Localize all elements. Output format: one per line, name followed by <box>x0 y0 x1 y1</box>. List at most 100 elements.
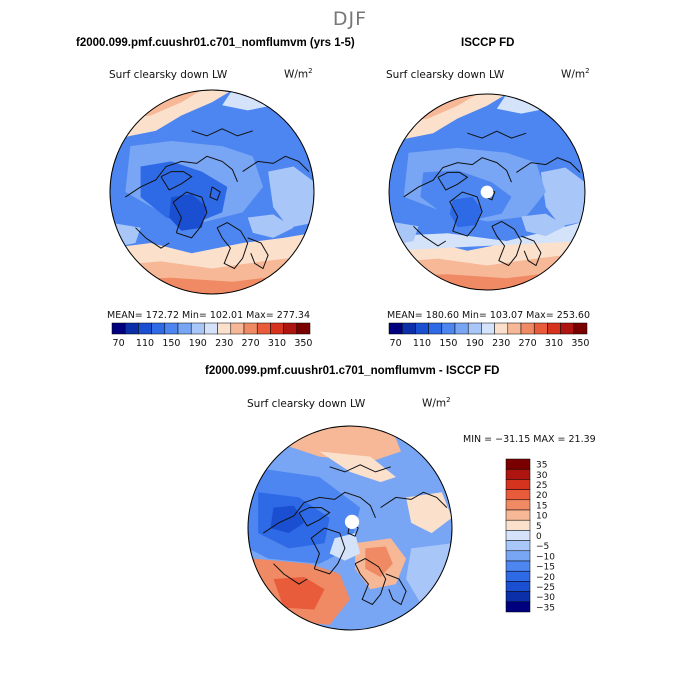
panel2-title: ISCCP FD <box>461 37 515 49</box>
panel2-colorbar-tick-0: 70 <box>390 338 402 349</box>
panel2-map-contour-8 <box>540 167 585 227</box>
panel1-colorbar-swatch-5 <box>177 322 192 335</box>
panel1-stats: MEAN= 172.72 Min= 102.01 Max= 277.34 <box>107 310 311 321</box>
panel1-colorbar-swatch-10 <box>243 322 258 335</box>
panel1-colorbar-tick-2: 150 <box>162 338 180 349</box>
panel2-colorbar-tick-4: 230 <box>492 338 510 349</box>
panel2-map-coast-4 <box>521 235 542 267</box>
panel2-colorbar-swatch-4 <box>441 322 456 335</box>
panel1-colorbar-swatch-8 <box>217 322 232 335</box>
panel1-colorbar-tick-1: 110 <box>136 338 154 349</box>
panel2-colorbar-tick-1: 110 <box>413 338 431 349</box>
panel2-map-field <box>389 94 585 290</box>
diff-colorbar-swatch-6 <box>505 519 531 531</box>
panel2-map-coast-0 <box>403 157 512 198</box>
diff-map-missing-data <box>344 514 360 530</box>
panel1-colorbar-swatch-14 <box>296 322 311 335</box>
diff-minmax: MIN = −31.15 MAX = 21.39 <box>463 434 596 445</box>
diff-colorbar-swatch-4 <box>505 499 531 511</box>
diff-map-contour-3 <box>288 426 401 462</box>
diff-colorbar-swatch-1 <box>505 468 531 480</box>
panel1-colorbar: 70 110 150 190 230 270 310 350 <box>111 322 312 349</box>
diff-colorbar-swatch-0 <box>505 458 531 470</box>
diff-field-label: Surf clearsky down LW <box>247 398 366 410</box>
panel2-map-coastlines <box>403 130 581 267</box>
panel2-map-coast-2 <box>437 171 469 191</box>
diff-colorbar-swatch-9 <box>505 550 531 562</box>
panel1-map-contour-10 <box>169 194 207 231</box>
panel1-colorbar-swatch-7 <box>204 322 218 335</box>
panel1-map-coast-7 <box>135 227 170 249</box>
panel1-map-coast-8 <box>209 186 221 201</box>
panel1-colorbar-swatch-2 <box>138 322 152 335</box>
panel2-colorbar-tick-2: 150 <box>439 338 457 349</box>
diff-colorbar-swatch-8 <box>505 540 531 552</box>
panel2-map-contour-11 <box>449 196 483 228</box>
panel2-units: W/m2 <box>561 67 590 81</box>
panel2-map-missing-data <box>480 185 494 199</box>
panel2-field-label: Surf clearsky down LW <box>386 69 505 81</box>
diff-map-contour-8 <box>365 546 393 577</box>
diff-colorbar-label-14: −35 <box>536 603 555 613</box>
panel2-colorbar-swatch-3 <box>428 322 443 335</box>
panel2-map-outline <box>388 93 586 291</box>
panel2-colorbar-swatch-11 <box>533 322 548 335</box>
panel1-colorbar-swatch-13 <box>283 322 298 335</box>
panel2-map-coast-3 <box>491 220 522 267</box>
diff-colorbar-swatch-5 <box>505 509 531 521</box>
diff-colorbar-label-11: −20 <box>536 573 555 583</box>
panel1-map-coast-6 <box>191 128 253 137</box>
diff-map-contour-9 <box>406 492 452 534</box>
panel1-map-coast-0 <box>125 155 238 198</box>
panel2-colorbar-swatch-10 <box>520 322 535 335</box>
diff-colorbar-label-4: 15 <box>536 501 547 511</box>
panel1-colorbar-tick-3: 190 <box>189 338 207 349</box>
diff-colorbar-label-1: 30 <box>536 471 548 481</box>
diff-colorbar-label-10: −15 <box>536 563 555 573</box>
diff-colorbar-label-3: 20 <box>536 491 548 501</box>
diff-map-contour-6 <box>273 577 325 610</box>
diff-map-coast-2 <box>298 507 331 527</box>
diff-title: f2000.099.pmf.cuushr01.c701_nomflumvm - … <box>205 365 500 377</box>
panel1-map-field <box>110 90 314 294</box>
diff-map-coast-6 <box>329 464 391 473</box>
diff-map-coastlines <box>263 464 448 606</box>
panel2-colorbar-swatch-8 <box>494 322 509 335</box>
diff-colorbar-swatch-14 <box>505 601 531 613</box>
season-title: DJF <box>332 8 368 30</box>
panel2-colorbar-tick-3: 190 <box>466 338 484 349</box>
diff-map-contour-4 <box>319 451 396 483</box>
diff-colorbar-label-8: −5 <box>536 542 549 552</box>
panel1-field-label: Surf clearsky down LW <box>109 69 228 81</box>
panel1-map-coastlines <box>125 128 310 270</box>
panel1-map-contour-7 <box>268 166 314 228</box>
panel1-colorbar-tick-7: 350 <box>294 338 312 349</box>
diff-colorbar-label-9: −10 <box>536 552 555 562</box>
diff-colorbar-label-2: 25 <box>536 481 547 491</box>
panel2-map-coast-6 <box>467 130 527 139</box>
diff-map-field <box>248 426 452 630</box>
panel1-colorbar-swatch-0 <box>111 322 126 335</box>
diff-colorbar-swatch-7 <box>505 530 531 541</box>
diff-map-coast-3 <box>354 558 387 606</box>
panel2-colorbar-swatch-6 <box>467 322 482 335</box>
panel1-map-coast-2 <box>160 171 193 191</box>
diff-colorbar-label-12: −25 <box>536 583 555 593</box>
panel1-colorbar-tick-6: 310 <box>268 338 286 349</box>
diff-colorbar-label-5: 10 <box>536 512 548 522</box>
panel1-map-coast-3 <box>216 222 249 270</box>
diff-colorbar-label-7: 0 <box>536 532 542 542</box>
diff-colorbar-swatch-2 <box>505 479 531 490</box>
diff-map-coast-1 <box>310 527 346 575</box>
panel2-colorbar-swatch-13 <box>560 322 575 335</box>
panel2-colorbar-tick-7: 350 <box>571 338 589 349</box>
panel2-colorbar-swatch-12 <box>547 322 561 335</box>
diff-units: W/m2 <box>422 396 451 410</box>
diff-colorbar-swatch-13 <box>505 591 531 603</box>
diff-colorbar-swatch-3 <box>505 489 531 501</box>
diff-colorbar-swatch-12 <box>505 581 531 592</box>
panel1-map-contour-11 <box>247 214 294 238</box>
diff-colorbar-swatch-10 <box>505 560 531 572</box>
panel2-colorbar-tick-6: 310 <box>545 338 563 349</box>
panel1-title: f2000.099.pmf.cuushr01.c701_nomflumvm (y… <box>76 37 355 49</box>
